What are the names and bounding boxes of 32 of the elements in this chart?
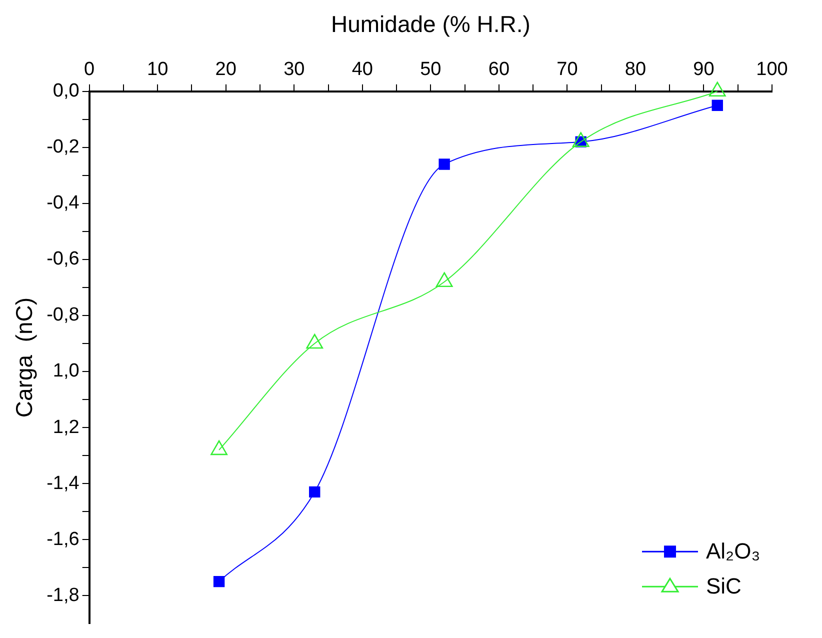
legend-label: SiC (706, 574, 742, 599)
y-tick-label: -0,4 (46, 192, 80, 214)
x-tick-label: 50 (420, 59, 442, 80)
point (309, 486, 320, 498)
x-tick-label: 70 (556, 59, 578, 80)
y-tick-label: -0,2 (46, 136, 80, 158)
y-axis-title: Carga (nC) (11, 297, 38, 418)
legend-label: Al₂O₃ (706, 538, 760, 564)
y-tick-label: -0,6 (46, 248, 80, 270)
x-axis-title: Humidade (% H.R.) (330, 11, 530, 38)
point (436, 272, 453, 288)
x-tick-label: 60 (488, 59, 510, 80)
y-tick-label: 1,0 (52, 360, 80, 382)
point (210, 440, 228, 456)
y-tick-label: 1,2 (52, 416, 80, 438)
point (708, 82, 726, 97)
point (572, 132, 590, 147)
point (306, 334, 324, 349)
y-tick-label: -0,8 (46, 304, 80, 326)
x-tick-label: 10 (147, 59, 168, 80)
x-tick-label: 0 (84, 59, 95, 80)
x-tick-label: 30 (284, 59, 305, 80)
x-tick-label: 80 (624, 59, 646, 80)
x-tick-label: 90 (693, 59, 714, 80)
x-tick-label: 40 (352, 59, 373, 80)
x-tick-label: 100 (756, 59, 788, 80)
y-tick-label: 0,0 (52, 80, 80, 102)
point (213, 576, 225, 588)
y-tick-label: -1,6 (46, 528, 80, 550)
y-tick-label: -1,8 (46, 584, 80, 606)
y-tick-label: -1,4 (46, 472, 80, 494)
x-tick-label: 20 (215, 59, 236, 80)
